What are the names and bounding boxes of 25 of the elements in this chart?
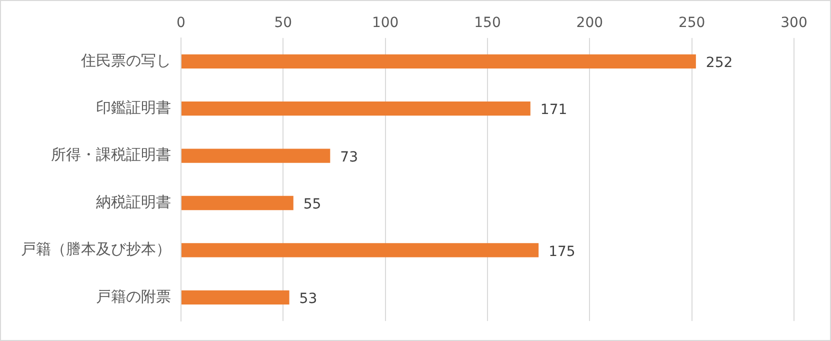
x-tick-label: 200 [576,15,604,32]
x-tick-label: 0 [176,15,186,32]
data-label: 73 [340,149,358,166]
bar [182,54,696,68]
x-tick-label: 300 [780,15,808,32]
y-tick-label: 納税証明書 [96,192,171,211]
y-tick-label: 所得・課税証明書 [51,146,171,164]
x-tick-label: 250 [678,15,706,32]
bar [182,243,539,258]
bar [182,148,330,163]
y-tick-label: 印鑑証明書 [96,98,171,116]
bar [182,196,294,210]
data-label: 252 [706,55,733,72]
data-label: 175 [548,244,576,260]
data-label: 53 [299,291,318,308]
bar [182,290,290,304]
data-label: 171 [540,102,568,118]
y-tick-label: 戸籍の附票 [96,287,171,306]
x-tick-label: 150 [474,15,501,32]
bar [182,102,530,116]
x-tick-label: 100 [372,15,399,32]
data-label: 55 [303,196,322,213]
y-tick-label: 住民票の写し [80,51,171,70]
x-tick-label: 50 [274,15,292,32]
y-tick-label: 戸籍（謄本及び抄本） [21,240,171,258]
